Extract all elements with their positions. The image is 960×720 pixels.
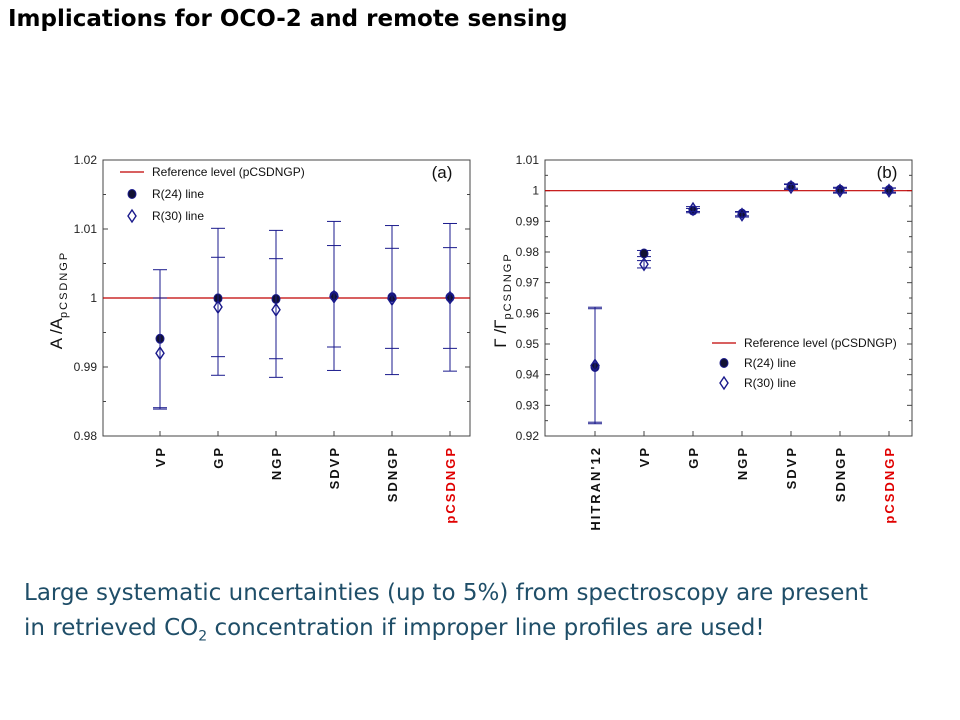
legend-label: R(30) line <box>744 376 796 390</box>
y-tick-label: 0.96 <box>516 306 540 320</box>
x-category-label: SDNGP <box>385 446 400 502</box>
legend-label: Reference level (pCSDNGP) <box>152 165 305 179</box>
panel-label: (b) <box>877 163 898 182</box>
y-tick-label: 1.02 <box>74 153 98 167</box>
x-category-label: VP <box>153 446 168 467</box>
y-tick-label: 1 <box>90 291 97 305</box>
data-point-r30 <box>445 290 455 305</box>
data-point-r30 <box>213 299 223 315</box>
legend-swatch-r24 <box>719 358 729 368</box>
chart-panel-1: 0.98 0.99 1 1.01 1.02 VP GP NGP SDVP SDNGP pCSDNGP… <box>47 153 471 524</box>
data-point-r30 <box>688 201 698 217</box>
caption-co2-subscript: 2 <box>198 628 208 645</box>
x-category-label: NGP <box>269 446 284 480</box>
data-point-r30 <box>737 207 747 222</box>
y-tick-label: 0.99 <box>516 214 540 228</box>
x-category-label: pCSDNGP <box>443 446 458 524</box>
y-tick-label: 0.92 <box>516 429 540 443</box>
x-category-label: HITRAN'12 <box>588 446 603 531</box>
x-category-label: GP <box>211 446 226 469</box>
legend-swatch-r30 <box>719 375 729 391</box>
data-point-r30 <box>884 183 894 198</box>
data-point-r30 <box>271 302 281 317</box>
legend-swatch-r30 <box>127 208 137 224</box>
caption-line-2-start: in retrieved CO <box>24 615 199 641</box>
x-category-label: SDVP <box>327 446 342 489</box>
y-tick-label: 0.98 <box>516 245 540 259</box>
data-point-r30 <box>786 179 796 195</box>
legend: Reference level (pCSDNGP) R(24) line R(30)… <box>120 165 305 224</box>
data-point-r30 <box>590 358 600 373</box>
y-tick-label: 0.95 <box>516 337 540 351</box>
slide-title: Implications for OCO-2 and remote sensin… <box>8 6 568 32</box>
chart-panel-2: 0.92 0.93 0.94 0.95 0.96 0.97 0.98 0.99 1 1.01 HIT… <box>491 153 913 531</box>
data-point-r30 <box>155 345 165 361</box>
y-tick-label: 0.98 <box>74 429 98 443</box>
x-category-label: NGP <box>735 446 750 480</box>
caption-line-2: in retrieved CO2 concentration if improp… <box>24 611 944 655</box>
data-point-r24 <box>639 248 649 259</box>
y-axis-label: Γ /ΓpCSDNGP <box>491 252 514 347</box>
panel-label: (a) <box>432 163 453 182</box>
charts-canvas: 0.98 0.99 1 1.01 1.02 VP GP NGP SDVP SDNGP pCSDNGP… <box>47 153 913 531</box>
legend-label: R(24) line <box>744 356 796 370</box>
y-tick-label: 0.93 <box>516 398 540 412</box>
data-point-r30 <box>387 291 397 307</box>
caption-line-2-end: concentration if improper line profiles … <box>207 615 765 641</box>
x-category-label: SDNGP <box>833 446 848 502</box>
x-category-label: GP <box>686 446 701 469</box>
x-category-label: pCSDNGP <box>882 446 897 524</box>
x-category-label: VP <box>637 446 652 467</box>
plot-frame <box>544 159 913 437</box>
y-tick-label: 1 <box>532 184 539 198</box>
y-tick-label: 0.94 <box>516 368 540 382</box>
legend-label: R(24) line <box>152 187 204 201</box>
y-tick-label: 0.97 <box>516 276 540 290</box>
legend: Reference level (pCSDNGP) R(24) line R(30)… <box>712 336 897 391</box>
y-tick-label: 1.01 <box>74 222 98 236</box>
legend-swatch-r24 <box>127 189 137 199</box>
y-axis-label: A /ApCSDNGP <box>47 251 70 349</box>
x-category-label: SDVP <box>784 446 799 489</box>
y-tick-label: 1.01 <box>516 153 540 167</box>
caption-line-1: Large systematic uncertainties (up to 5%… <box>24 580 869 606</box>
y-tick-label: 0.99 <box>74 360 98 374</box>
legend-label: R(30) line <box>152 209 204 223</box>
data-point-r30 <box>639 257 649 272</box>
legend-label: Reference level (pCSDNGP) <box>744 336 897 350</box>
data-point-r30 <box>329 289 339 304</box>
data-point-r30 <box>835 183 845 198</box>
caption: Large systematic uncertainties (up to 5%… <box>24 576 944 655</box>
